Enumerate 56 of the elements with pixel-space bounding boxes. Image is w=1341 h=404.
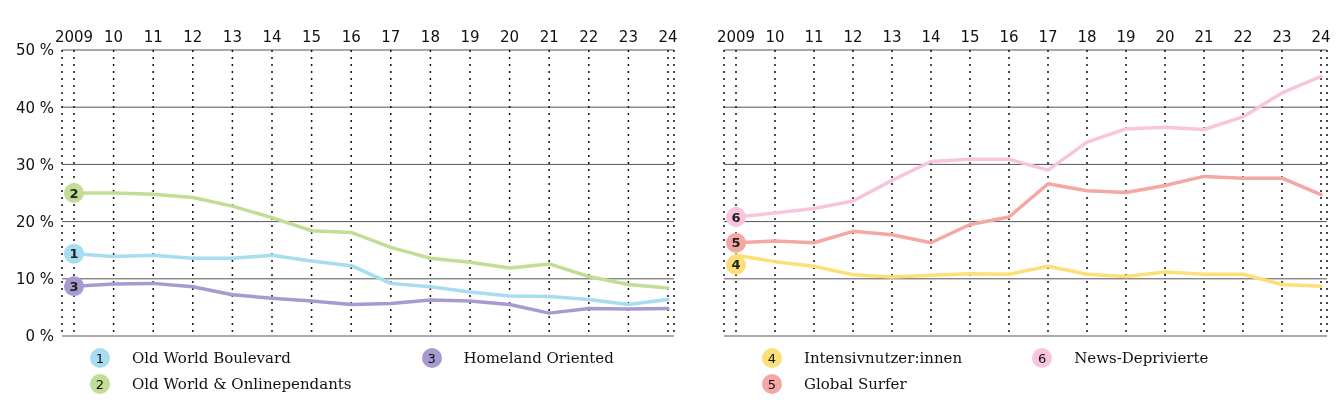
x-tick-label: 22 (579, 28, 599, 46)
x-tick-label: 24 (1311, 28, 1331, 46)
x-tick-label: 21 (1194, 28, 1214, 46)
annotation: 2 (69, 185, 79, 201)
legend-badge: 6 (1032, 348, 1053, 368)
legend-badge: 3 (421, 348, 442, 368)
x-tick-label: 17 (381, 28, 401, 46)
x-tick-label: 23 (618, 28, 638, 46)
x-tick-label: 16 (999, 28, 1019, 46)
x-tick-label: 2009 (716, 28, 756, 46)
x-tick-label: 13 (222, 28, 242, 46)
legend-label: Global Surfer (804, 375, 907, 393)
x-tick-label: 19 (1116, 28, 1136, 46)
legend-badge: 4 (762, 348, 782, 368)
x-tick-label: 17 (1038, 28, 1058, 46)
y-tick-label: 40 % (15, 98, 54, 117)
annotation: 6 (731, 209, 741, 225)
legend-badge: 2 (90, 374, 110, 394)
x-tick-label: 22 (1233, 28, 1253, 46)
annotation: 3 (69, 278, 79, 294)
x-tick-label: 23 (1272, 28, 1292, 46)
x-tick-label: 24 (658, 28, 678, 46)
annotation: 4 (731, 257, 741, 273)
annotation: 5 (731, 235, 741, 251)
x-tick-label: 10 (104, 28, 124, 46)
legend-label: News-Deprivierte (1074, 349, 1209, 367)
x-tick-label: 15 (302, 28, 322, 46)
x-tick-label: 19 (460, 28, 480, 46)
legend-label: Old World Boulevard (132, 349, 291, 367)
y-tick-label: 0 % (25, 327, 54, 346)
x-tick-label: 2009 (54, 28, 94, 46)
x-tick-label: 18 (1077, 28, 1097, 46)
x-tick-label: 20 (1155, 28, 1175, 46)
x-tick-label: 11 (143, 28, 163, 46)
x-tick-label: 12 (843, 28, 863, 46)
annotation: 1 (69, 246, 79, 262)
x-tick-label: 15 (960, 28, 980, 46)
x-tick-label: 20 (500, 28, 520, 46)
x-tick-label: 14 (921, 28, 941, 46)
legend-label: Old World & Onlinependants (132, 375, 352, 393)
y-tick-label: 10 % (15, 270, 54, 289)
x-tick-label: 12 (183, 28, 203, 46)
x-tick-label: 18 (420, 28, 440, 46)
x-tick-label: 14 (262, 28, 282, 46)
y-tick-label: 30 % (15, 155, 54, 174)
x-tick-label: 16 (341, 28, 361, 46)
x-tick-label: 10 (765, 28, 785, 46)
legend-badge: 5 (762, 374, 782, 394)
legend-label: Homeland Oriented (463, 349, 614, 367)
x-tick-label: 11 (804, 28, 824, 46)
y-tick-label: 20 % (15, 212, 54, 231)
legend-badge: 1 (90, 348, 110, 368)
legend-label: Intensivnutzer:innen (804, 349, 963, 367)
x-tick-label: 21 (539, 28, 559, 46)
y-tick-label: 50 % (15, 41, 54, 60)
x-tick-label: 13 (882, 28, 902, 46)
